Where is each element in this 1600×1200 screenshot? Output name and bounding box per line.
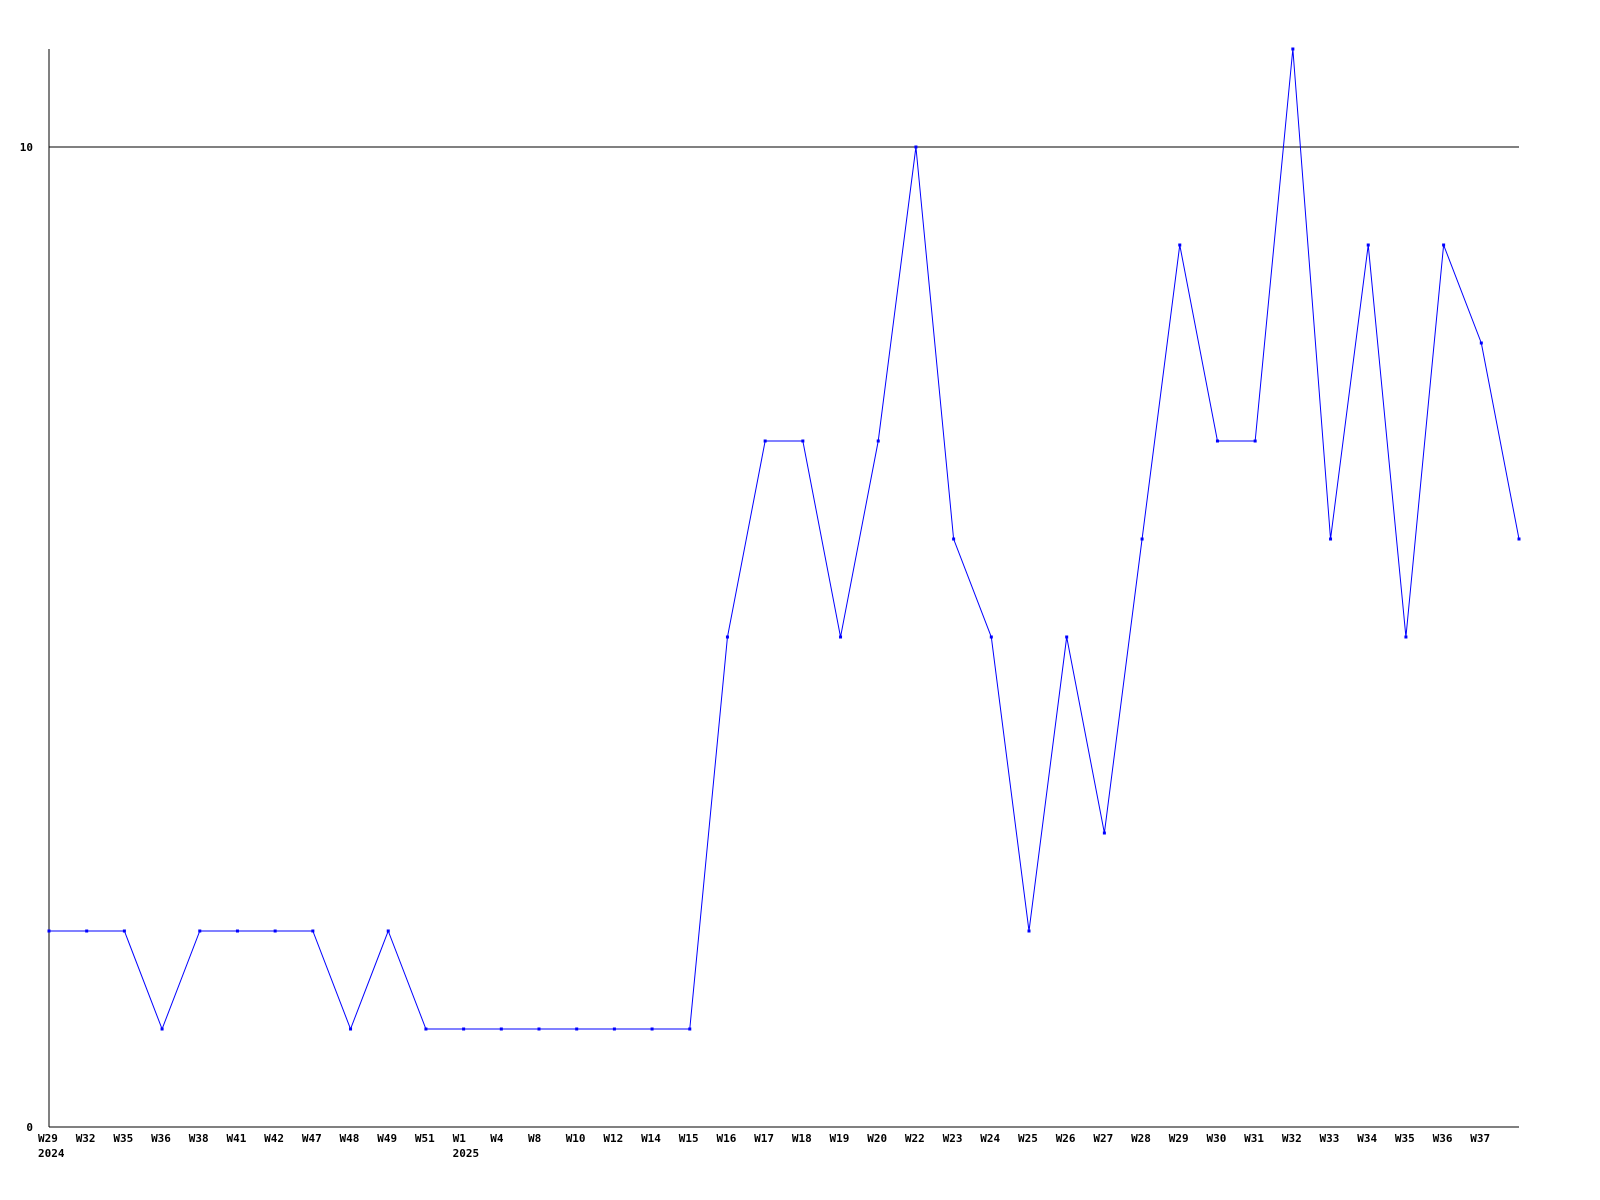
x-tick-label: W34 [1357, 1132, 1377, 1145]
data-point [47, 929, 51, 933]
x-tick-label: W12 [603, 1132, 623, 1145]
x-tick-label: W10 [566, 1132, 586, 1145]
data-point [952, 537, 956, 541]
data-point [160, 1027, 164, 1031]
data-point [1215, 439, 1219, 443]
x-tick-label: W28 [1131, 1132, 1151, 1145]
y-tick-label: 0 [26, 1121, 33, 1134]
x-tick-label: W16 [716, 1132, 736, 1145]
x-tick-label: W29 [1169, 1132, 1189, 1145]
data-point [876, 439, 880, 443]
x-tick-label: W8 [528, 1132, 541, 1145]
data-point [311, 929, 315, 933]
data-point [499, 1027, 503, 1031]
y-tick-label: 10 [20, 141, 33, 154]
data-point [989, 635, 993, 639]
data-point [763, 439, 767, 443]
x-tick-label: W19 [830, 1132, 850, 1145]
data-point [424, 1027, 428, 1031]
x-tick-label: W30 [1206, 1132, 1226, 1145]
x-year-label: 2025 [453, 1147, 480, 1160]
x-tick-label: W32 [76, 1132, 96, 1145]
x-tick-label: W14 [641, 1132, 661, 1145]
x-tick-label: W35 [1395, 1132, 1415, 1145]
data-point [85, 929, 89, 933]
x-tick-label: W17 [754, 1132, 774, 1145]
x-tick-label: W20 [867, 1132, 887, 1145]
x-tick-label: W15 [679, 1132, 699, 1145]
data-point [725, 635, 729, 639]
data-point [1065, 635, 1069, 639]
data-point [198, 929, 202, 933]
x-tick-label: W47 [302, 1132, 322, 1145]
data-point [235, 929, 239, 933]
x-tick-label: W24 [980, 1132, 1000, 1145]
x-tick-label: W35 [113, 1132, 133, 1145]
x-tick-label: W25 [1018, 1132, 1038, 1145]
data-point [1479, 341, 1483, 345]
x-tick-label: W42 [264, 1132, 284, 1145]
x-tick-label: W36 [151, 1132, 171, 1145]
x-tick-label: W27 [1093, 1132, 1113, 1145]
data-point [612, 1027, 616, 1031]
data-point [349, 1027, 353, 1031]
data-point [1291, 47, 1295, 51]
data-point [1027, 929, 1031, 933]
data-point [914, 145, 918, 149]
x-tick-label: W4 [490, 1132, 504, 1145]
x-tick-label: W29 [38, 1132, 58, 1145]
x-tick-label: W48 [340, 1132, 360, 1145]
x-tick-label: W49 [377, 1132, 397, 1145]
data-point [1366, 243, 1370, 247]
x-tick-label: W1 [453, 1132, 467, 1145]
data-point [386, 929, 390, 933]
x-tick-label: W31 [1244, 1132, 1264, 1145]
data-point [1442, 243, 1446, 247]
x-tick-label: W22 [905, 1132, 925, 1145]
data-point [1517, 537, 1521, 541]
x-tick-label: W38 [189, 1132, 209, 1145]
data-point [650, 1027, 654, 1031]
data-point [122, 929, 126, 933]
data-point [801, 439, 805, 443]
series-line [49, 48, 1520, 1031]
x-tick-label: W33 [1320, 1132, 1340, 1145]
x-tick-label: W41 [226, 1132, 246, 1145]
x-tick-label: W26 [1056, 1132, 1076, 1145]
x-year-label: 2024 [38, 1147, 65, 1160]
data-point [1404, 635, 1408, 639]
data-point [273, 929, 277, 933]
data-point [839, 635, 843, 639]
data-point [1253, 439, 1257, 443]
data-point [1178, 243, 1182, 247]
data-point [537, 1027, 541, 1031]
data-point [688, 1027, 692, 1031]
data-point [462, 1027, 466, 1031]
x-tick-label: W51 [415, 1132, 435, 1145]
data-point [1140, 537, 1144, 541]
x-tick-label: W32 [1282, 1132, 1302, 1145]
x-tick-label: W36 [1433, 1132, 1453, 1145]
data-point [575, 1027, 579, 1031]
x-tick-label: W37 [1470, 1132, 1490, 1145]
x-tick-label: W18 [792, 1132, 812, 1145]
data-point [1329, 537, 1333, 541]
data-point [1102, 831, 1106, 835]
x-tick-label: W23 [943, 1132, 963, 1145]
